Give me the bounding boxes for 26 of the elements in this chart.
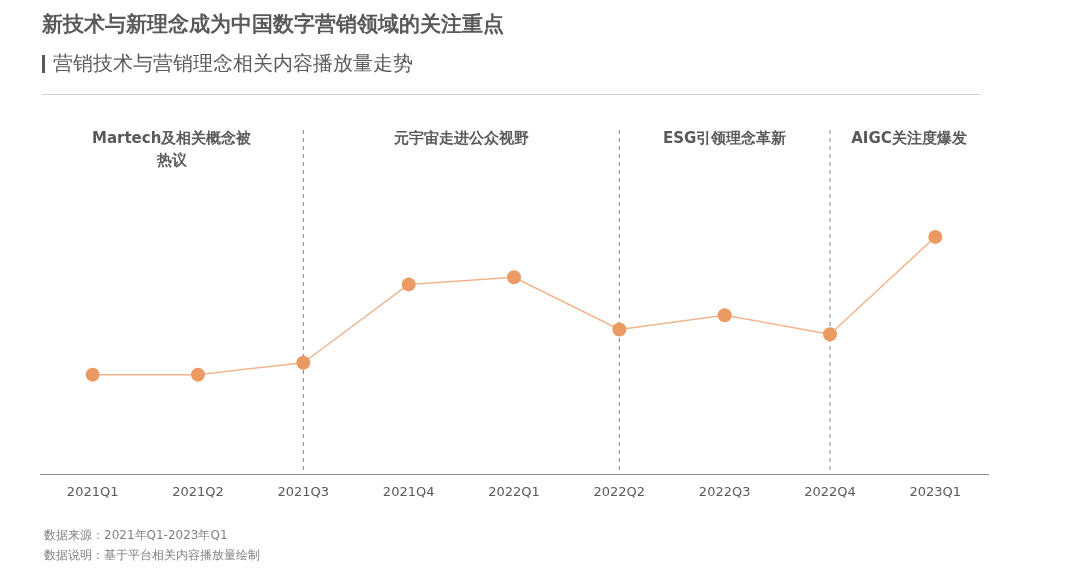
text: 数据说明：基于平台相关内容播放量绘制 <box>44 547 260 564</box>
point <box>401 277 416 292</box>
point <box>191 367 205 382</box>
text: AIGC关注度爆发 <box>851 129 967 148</box>
point <box>85 367 100 382</box>
text: 元宇宙走进公众视野 <box>392 129 529 148</box>
point <box>296 355 311 370</box>
source-note: 数据来源：2021年Q1-2023年Q1 <box>44 527 229 544</box>
text: Martech及相关概念被热议 <box>91 129 253 170</box>
x-tick-label: 2022Q3 <box>698 483 751 499</box>
x-tick-label: 2021Q2 <box>172 483 224 499</box>
chart-subtitle: 营销技术与营销理念相关内容播放量走势 <box>53 50 413 77</box>
point <box>823 327 837 342</box>
point <box>928 229 943 244</box>
x-tick-label: 2023Q1 <box>909 483 962 499</box>
x-tick-label: 2022Q4 <box>804 483 856 499</box>
x-tick-label: 2021Q3 <box>277 483 330 499</box>
text: ESG引领理念革新 <box>662 129 787 148</box>
x-tick-label: 2022Q2 <box>593 483 646 499</box>
point <box>717 308 732 323</box>
point <box>612 322 627 337</box>
x-tick-label: 2021Q4 <box>382 483 435 499</box>
point <box>507 270 521 285</box>
x-tick-label: 2021Q1 <box>66 483 119 499</box>
chart-title: 新技术与新理念成为中国数字营销领域的关注重点 <box>42 11 504 38</box>
x-tick-label: 2022Q1 <box>488 483 540 499</box>
